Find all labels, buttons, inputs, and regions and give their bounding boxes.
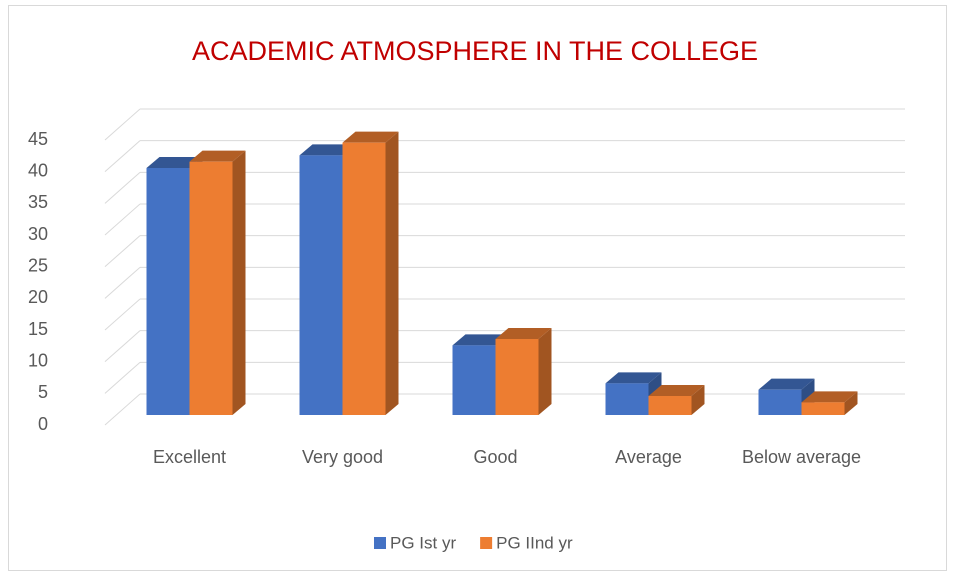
bar-top [189,150,246,162]
y-tick-label: 30 [28,224,48,244]
bar-front [452,345,496,415]
bar [648,385,705,415]
x-tick-label: Excellent [152,447,227,467]
y-tick-label: 40 [28,160,48,180]
y-tick-label: 5 [38,382,48,402]
bar-front [146,168,190,415]
y-tick-label: 20 [28,287,48,307]
bar-front [648,396,692,415]
y-tick-label: 15 [28,319,48,339]
bar-side [538,328,552,415]
y-tick-label: 0 [38,414,48,434]
grid-line-side [104,108,141,141]
x-tick-label: Average [615,447,682,467]
grid-line-side [104,140,141,173]
bar [801,391,858,415]
x-tick-label: Very good [301,447,384,467]
bar-front [758,389,802,415]
chart-title: ACADEMIC ATMOSPHERE IN THE COLLEGE [192,36,758,66]
bar-front [189,161,233,415]
bar-side [385,131,399,415]
y-tick-label: 10 [28,350,48,370]
bar-top [648,385,705,396]
bar [342,131,399,415]
bar-side [232,150,246,415]
bar-top [452,334,509,346]
legend-label: PG IInd yr [496,533,573,552]
grid-line-side [104,330,141,363]
bar-top [801,391,858,403]
y-tick-label: 45 [28,129,48,149]
bar-top [342,131,399,143]
grid-line-side [104,171,141,204]
legend-label: PG Ist yr [390,533,456,552]
legend-swatch [480,537,493,549]
grid-line-side [104,235,141,268]
y-tick-label: 25 [28,255,48,275]
x-tick-label: Good [473,447,518,467]
bar-top [495,328,552,339]
grid-line-side [104,203,141,236]
bar-top [758,378,815,390]
bar-top [299,144,356,156]
legend-swatch [374,537,386,549]
grid-line-side [104,298,141,331]
bar [495,328,552,415]
grid-line-side [104,266,141,299]
bar [758,378,815,415]
bar-front [495,339,539,415]
bar-front [605,383,649,415]
bar-front [342,142,386,415]
y-tick-label: 35 [28,192,48,212]
grid-line-side [104,361,141,394]
bar-side [691,385,705,415]
bar-top [146,157,203,168]
grid-line-side [104,393,141,426]
bar-front [801,402,845,415]
x-tick-label: Below average [741,447,862,467]
bar-front [299,155,343,416]
bar [189,150,246,415]
bar-side [844,391,858,415]
bar-top [605,372,662,384]
